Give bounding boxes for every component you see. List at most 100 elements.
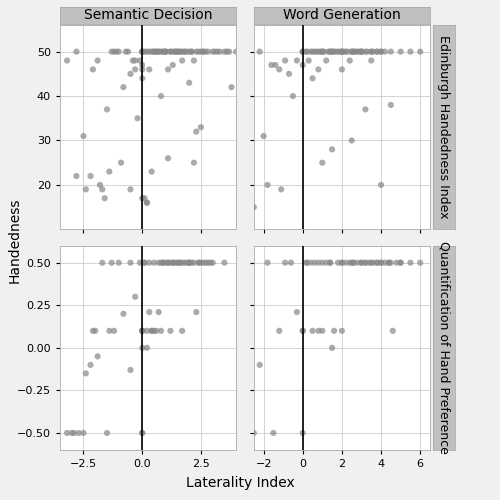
Point	[200, 48, 207, 56]
Point	[302, 48, 310, 56]
Point	[106, 168, 114, 175]
Point	[310, 48, 318, 56]
Point	[385, 258, 393, 266]
Point	[346, 56, 354, 64]
Text: Handedness: Handedness	[8, 197, 22, 283]
Point	[197, 123, 205, 131]
Point	[256, 361, 264, 369]
Point	[178, 56, 186, 64]
Point	[185, 258, 193, 266]
Point	[204, 258, 212, 266]
Point	[202, 258, 209, 266]
Point	[106, 327, 114, 335]
Point	[166, 327, 174, 335]
Point	[148, 327, 156, 335]
Point	[138, 61, 146, 69]
Point	[174, 48, 182, 56]
Point	[228, 83, 235, 91]
Point	[134, 114, 141, 122]
Point	[154, 308, 162, 316]
Point	[108, 48, 116, 56]
Point	[138, 48, 146, 56]
Point	[190, 258, 198, 266]
Point	[350, 48, 358, 56]
Point	[314, 327, 322, 335]
Point	[314, 48, 322, 56]
Point	[197, 258, 205, 266]
Point	[143, 198, 151, 206]
Point	[72, 48, 80, 56]
Point	[350, 258, 358, 266]
Point	[287, 258, 295, 266]
Point	[197, 48, 205, 56]
Point	[344, 48, 352, 56]
Point	[299, 429, 307, 437]
Point	[326, 48, 334, 56]
Point	[264, 258, 272, 266]
Point	[348, 48, 356, 56]
Point	[80, 132, 88, 140]
Point	[338, 258, 346, 266]
Point	[202, 48, 209, 56]
Point	[143, 198, 151, 206]
Point	[264, 181, 272, 189]
Point	[293, 308, 301, 316]
Point	[200, 48, 207, 56]
Point	[188, 258, 196, 266]
Point	[362, 106, 370, 114]
Point	[138, 194, 146, 202]
Point	[318, 158, 326, 166]
Point	[138, 429, 146, 437]
Point	[192, 308, 200, 316]
Point	[318, 258, 326, 266]
Point	[406, 48, 414, 56]
Point	[180, 258, 188, 266]
Point	[377, 258, 385, 266]
Point	[225, 48, 233, 56]
Point	[299, 48, 307, 56]
Point	[138, 48, 146, 56]
Point	[103, 106, 111, 114]
Point	[114, 258, 122, 266]
Point	[169, 258, 177, 266]
Point	[223, 48, 231, 56]
Point	[160, 258, 168, 266]
Point	[310, 258, 318, 266]
Point	[206, 258, 214, 266]
Point	[171, 48, 179, 56]
Point	[250, 203, 258, 211]
Point	[180, 48, 188, 56]
Point	[154, 258, 162, 266]
Point	[208, 258, 216, 266]
Point	[396, 258, 404, 266]
Point	[86, 361, 94, 369]
Point	[160, 48, 168, 56]
Point	[326, 258, 334, 266]
Point	[299, 48, 307, 56]
Point	[281, 258, 289, 266]
Point	[194, 258, 202, 266]
Point	[232, 48, 240, 56]
Point	[174, 258, 182, 266]
Point	[122, 48, 130, 56]
Point	[416, 48, 424, 56]
Point	[358, 48, 366, 56]
Point	[169, 48, 177, 56]
Point	[314, 258, 322, 266]
Point	[162, 258, 170, 266]
Point	[373, 48, 381, 56]
Point	[334, 48, 342, 56]
Point	[293, 56, 301, 64]
Point	[146, 258, 154, 266]
Point	[348, 258, 356, 266]
Point	[328, 48, 336, 56]
Point	[354, 258, 362, 266]
Point	[216, 48, 224, 56]
Point	[148, 168, 156, 175]
Point	[366, 258, 374, 266]
Point	[373, 48, 381, 56]
Point	[346, 258, 354, 266]
Point	[322, 56, 330, 64]
Point	[146, 66, 154, 74]
Point	[150, 48, 158, 56]
